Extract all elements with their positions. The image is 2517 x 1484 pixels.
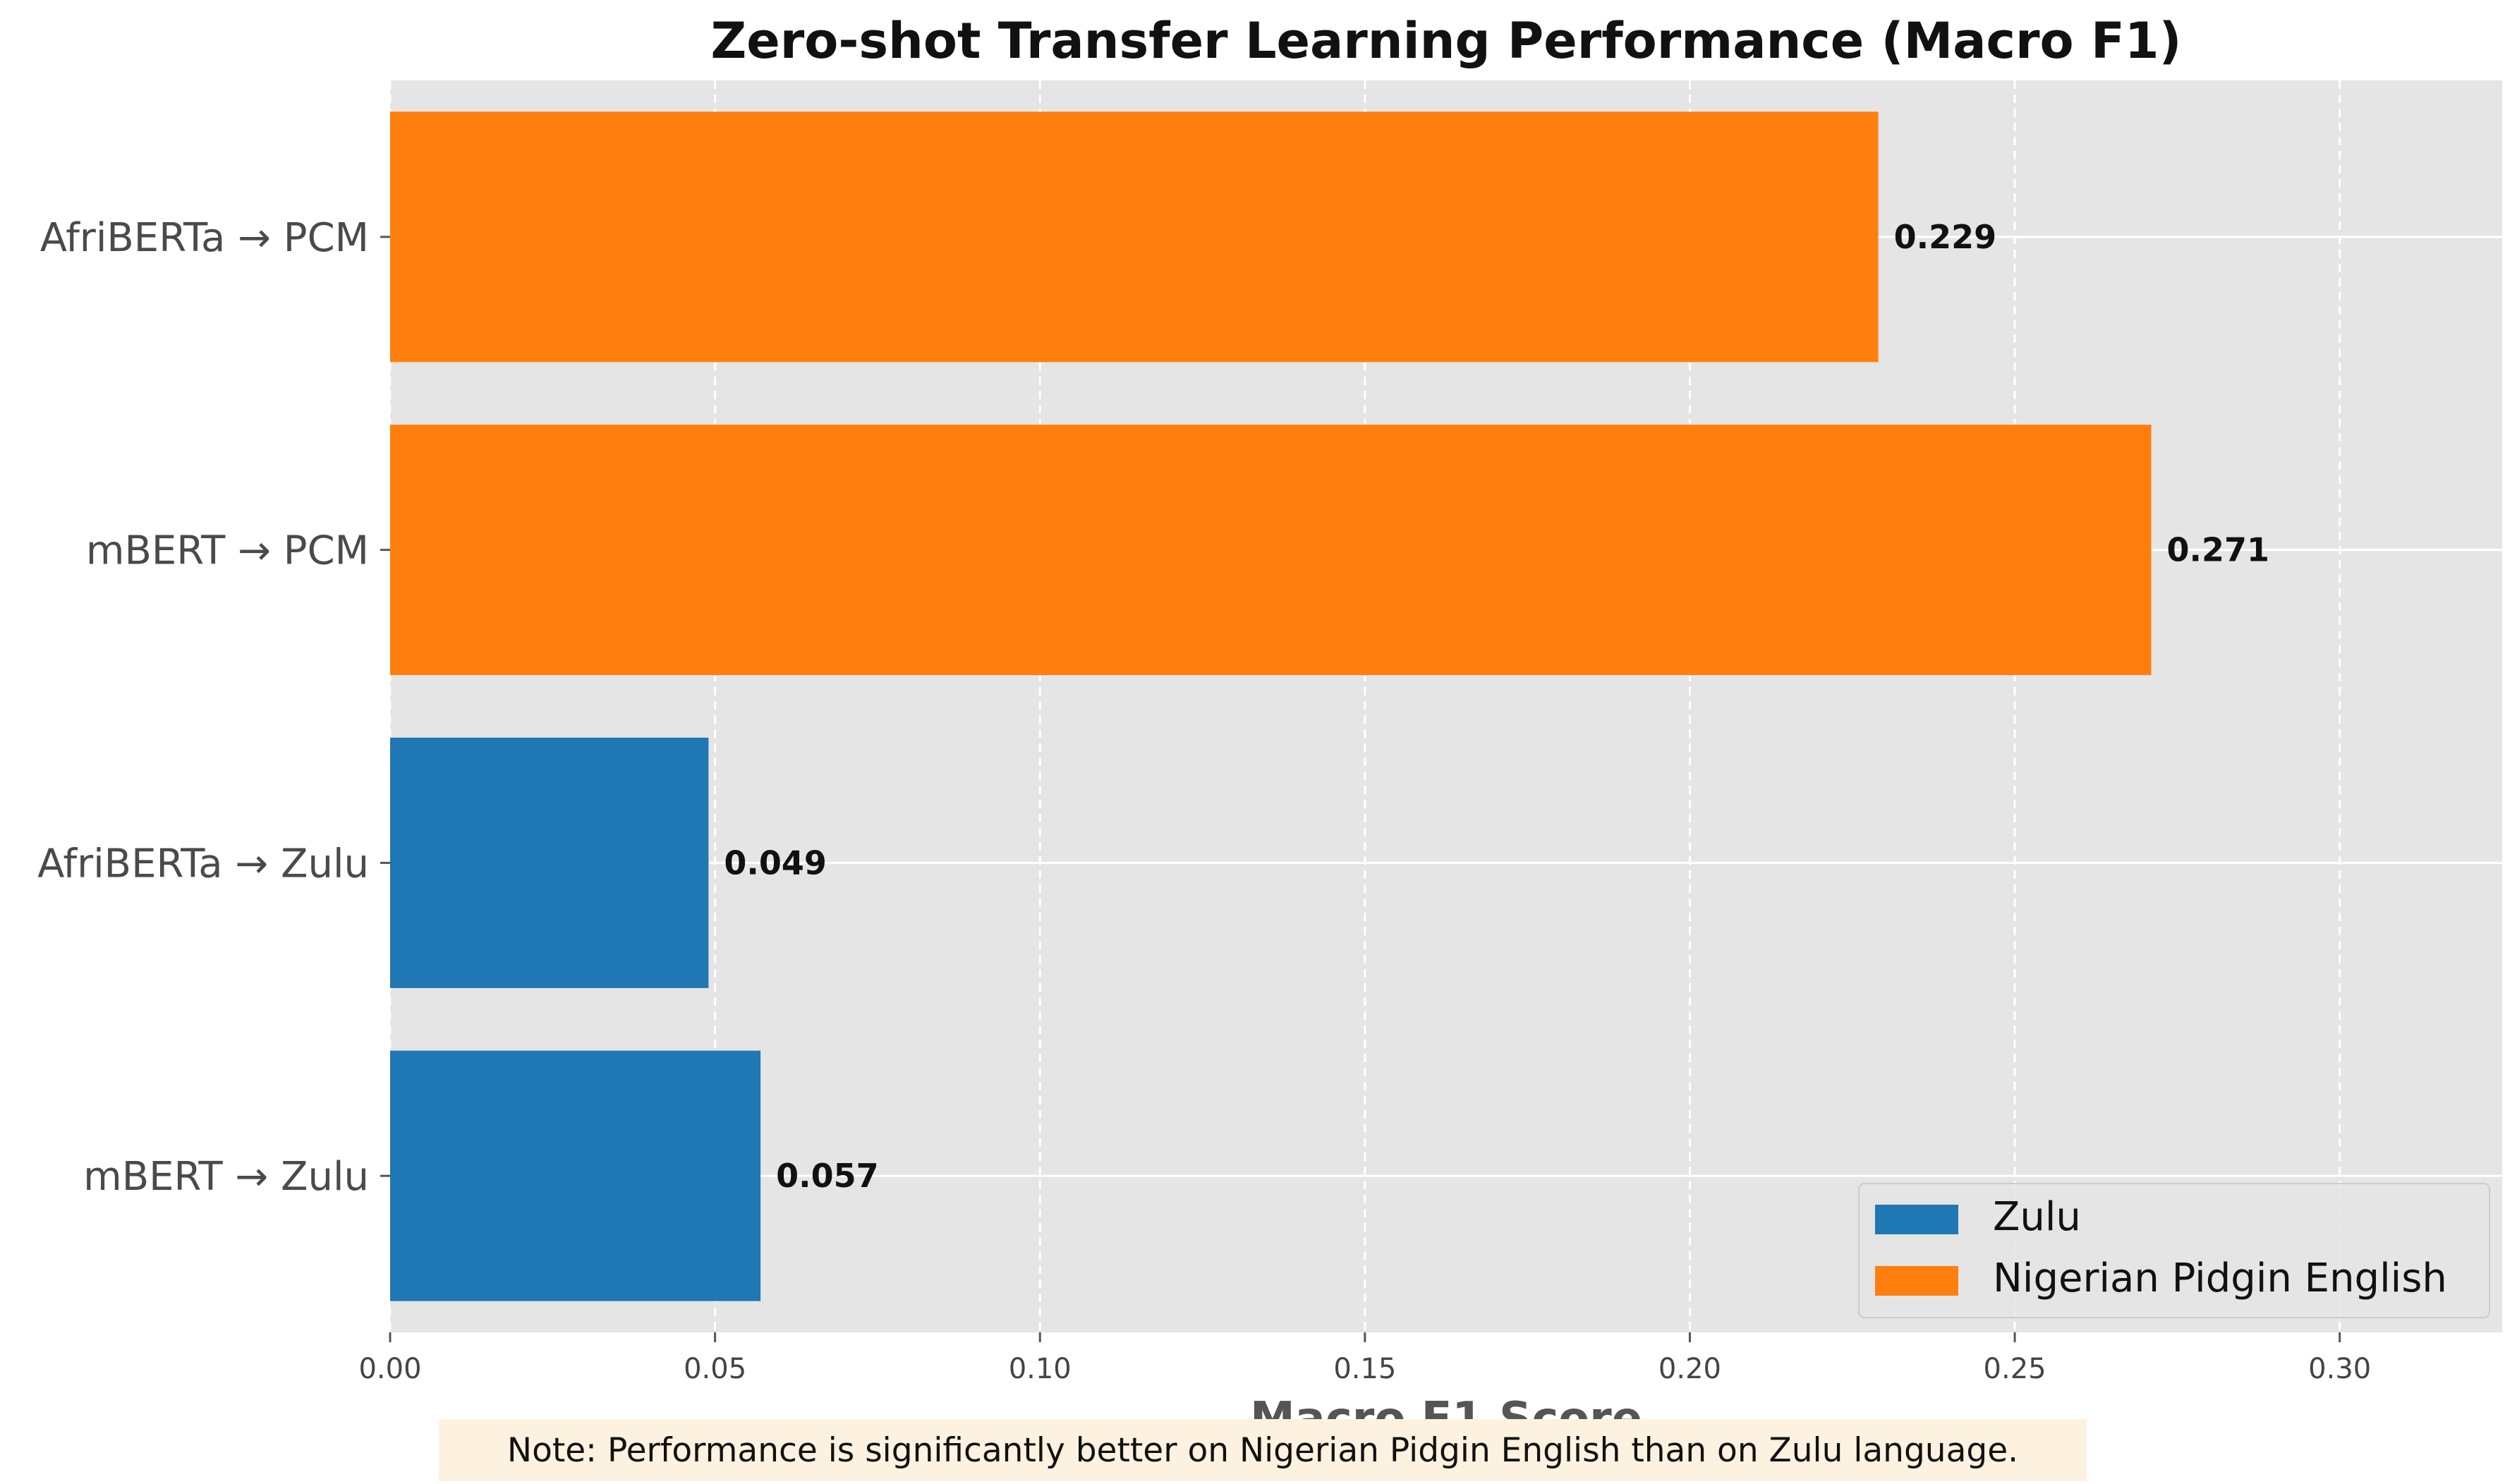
x-tick-label: 0.20 (1658, 1353, 1721, 1385)
note-text: Note: Performance is significantly bette… (507, 1430, 2019, 1470)
legend-swatch-nigerian-pidgin-english (1875, 1266, 1958, 1296)
bar (390, 1050, 761, 1301)
bars (390, 111, 2152, 1301)
legend-swatch-zulu (1875, 1205, 1958, 1234)
x-tick-label: 0.25 (1984, 1353, 2046, 1385)
chart-title: Zero-shot Transfer Learning Performance … (710, 12, 2181, 70)
x-tick-label: 0.05 (684, 1353, 746, 1385)
value-label: 0.049 (724, 844, 827, 882)
x-axis: 0.00 0.05 0.10 0.15 0.20 0.25 0.30 (358, 1332, 2371, 1385)
value-labels: 0.229 0.271 0.049 0.057 (724, 218, 2269, 1195)
y-tick-label: mBERT → Zulu (83, 1154, 369, 1200)
bar (390, 111, 1879, 363)
value-label: 0.057 (776, 1157, 879, 1195)
legend-box (1858, 1183, 2490, 1318)
legend: Zulu Nigerian Pidgin English (1858, 1183, 2490, 1318)
bar (390, 737, 709, 988)
y-axis: AfriBERTa → PCM mBERT → PCM AfriBERTa → Zu… (37, 215, 390, 1200)
value-label: 0.229 (1894, 218, 1997, 256)
legend-label-nigerian-pidgin-english: Nigerian Pidgin English (1993, 1255, 2447, 1301)
y-tick-label: AfriBERTa → Zulu (37, 841, 369, 887)
x-tick-label: 0.15 (1333, 1353, 1396, 1385)
value-label: 0.271 (2167, 531, 2270, 569)
x-tick-label: 0.30 (2308, 1353, 2371, 1385)
y-tick-label: mBERT → PCM (86, 528, 369, 574)
x-tick-label: 0.00 (358, 1353, 421, 1385)
legend-label-zulu: Zulu (1993, 1194, 2081, 1240)
y-tick-label: AfriBERTa → PCM (40, 215, 369, 261)
note-box: Note: Performance is significantly bette… (439, 1419, 2087, 1481)
x-tick-label: 0.10 (1009, 1353, 1072, 1385)
bar (390, 425, 2152, 676)
